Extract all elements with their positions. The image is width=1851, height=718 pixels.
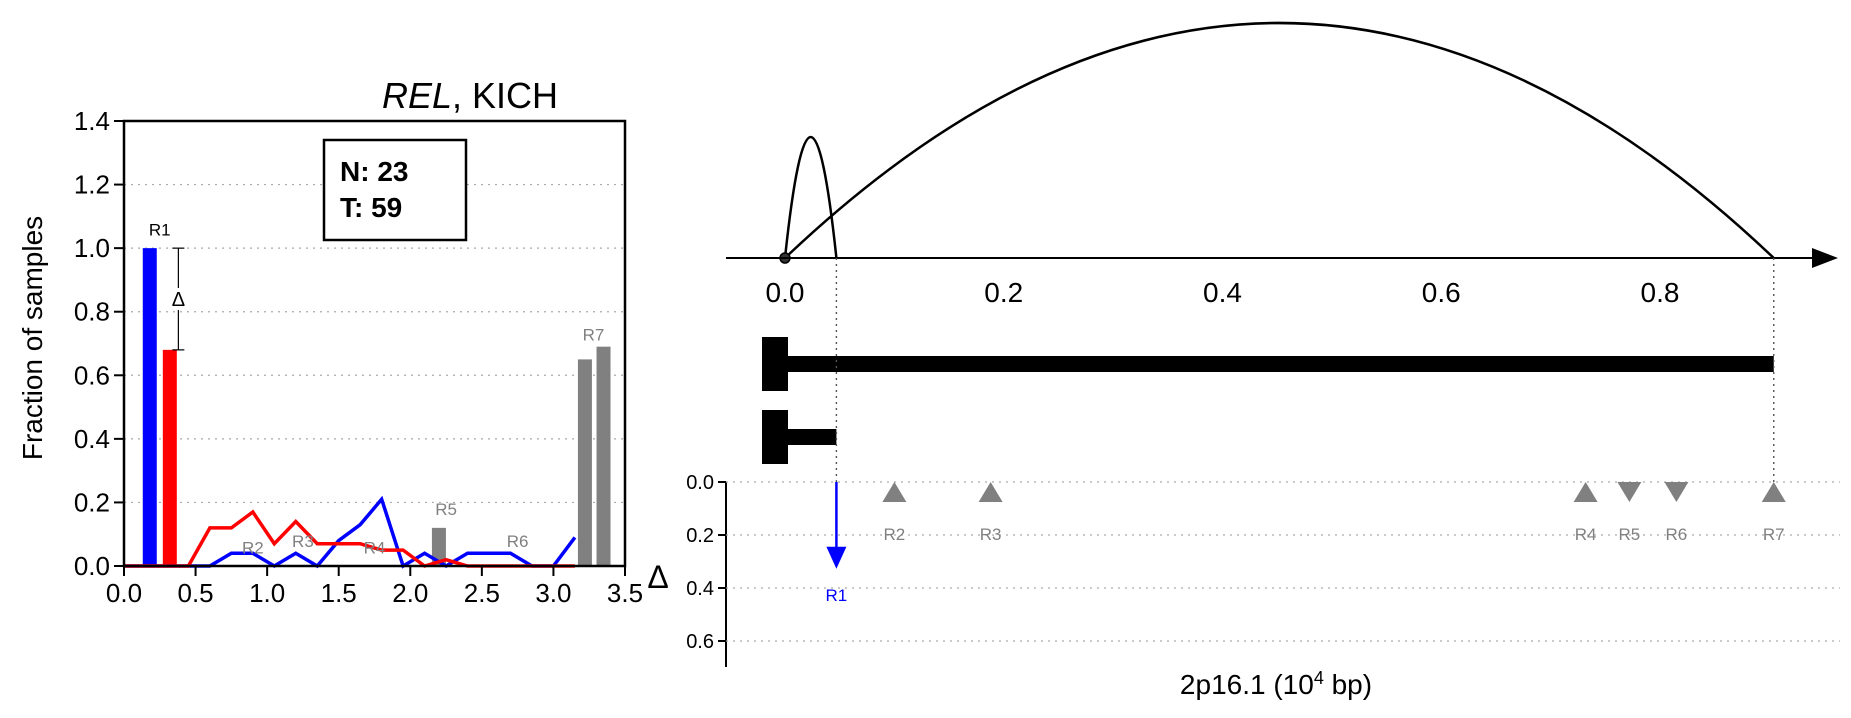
tumor-count: T: 59 xyxy=(340,192,402,223)
delta-tick-label: 0.0 xyxy=(686,472,714,494)
y-tick-label: 0.4 xyxy=(74,424,110,454)
region-marker xyxy=(882,482,907,502)
y-axis-label: Fraction of samples xyxy=(17,216,48,460)
delta-label-bg xyxy=(169,288,188,310)
normal-count: N: 23 xyxy=(340,156,408,187)
region-label: R4 xyxy=(364,538,386,557)
bar xyxy=(577,359,592,566)
genomic-tick-label: 0.8 xyxy=(1641,277,1680,308)
transcript-models xyxy=(762,337,1774,464)
genomic-ticks: 0.0 0.2 0.4 0.6 0.8 xyxy=(766,277,1680,308)
junction-arcs xyxy=(779,21,1775,264)
region-label: R4 xyxy=(1575,525,1597,544)
region-marker xyxy=(1573,482,1598,502)
transcript-body xyxy=(785,356,1774,372)
region-label: R5 xyxy=(1619,525,1641,544)
left-y-ticks: 0.0 0.2 0.4 0.6 0.8 1.0 1.2 1.4 xyxy=(74,106,124,581)
x-tick-label: 2.5 xyxy=(464,578,500,608)
transcript-start-block xyxy=(762,410,788,464)
junction-arc xyxy=(783,136,838,259)
y-tick-label: 0.8 xyxy=(74,297,110,327)
left-plot-frame xyxy=(122,119,627,568)
title-gene: REL xyxy=(382,75,452,116)
region-label: R1 xyxy=(149,220,171,239)
axis-arrowhead xyxy=(1812,248,1838,268)
genomic-tick-label: 0.0 xyxy=(766,277,805,308)
x-tick-label: 0.0 xyxy=(106,578,142,608)
right-gene-diagram: 0.0 0.2 0.4 0.6 0.8 0.0 0.2 0.4 0.6 R1 R2 R3 R4 R5 R6… xyxy=(647,21,1840,700)
left-x-ticks: 0.0 0.5 1.0 1.5 2.0 2.5 3.0 3.5 xyxy=(106,566,643,608)
region-arrow-head xyxy=(826,546,847,569)
x-tick-label: 3.5 xyxy=(607,578,643,608)
region-marker xyxy=(1664,482,1689,502)
genomic-x-label-exponent: 4 xyxy=(1314,668,1324,688)
region-label: R3 xyxy=(980,525,1002,544)
bar xyxy=(431,527,446,566)
region-label: R7 xyxy=(583,325,605,344)
x-tick-label: 1.0 xyxy=(249,578,285,608)
region-label: R6 xyxy=(1666,525,1688,544)
genomic-tick-label: 0.2 xyxy=(984,277,1023,308)
bar xyxy=(162,349,177,566)
y-tick-label: 1.0 xyxy=(74,233,110,263)
x-tick-label: 1.5 xyxy=(321,578,357,608)
transcript-start-block xyxy=(762,337,788,391)
region-marker xyxy=(978,482,1003,502)
delta-tick-label: 0.6 xyxy=(686,631,714,653)
genomic-x-label-base: 2p16.1 (10 xyxy=(1180,669,1314,700)
delta-tick-label: 0.2 xyxy=(686,525,714,547)
chart-title: REL, KICH xyxy=(382,75,558,116)
title-rest: , KICH xyxy=(452,75,558,116)
y-tick-label: 1.4 xyxy=(74,106,110,136)
region-label: R2 xyxy=(884,525,906,544)
region-label: R3 xyxy=(292,532,314,551)
genomic-tick-label: 0.4 xyxy=(1203,277,1242,308)
genomic-x-label: 2p16.1 (104 bp) xyxy=(1180,668,1372,700)
delta-tick-label: 0.4 xyxy=(686,578,714,600)
delta-axis-label: Δ xyxy=(647,559,668,595)
bar xyxy=(142,248,157,566)
genomic-tick-label: 0.6 xyxy=(1422,277,1461,308)
region-marker xyxy=(1761,482,1786,502)
region-label: R1 xyxy=(826,586,848,605)
delta-label: Δ xyxy=(172,289,185,311)
region-label: R2 xyxy=(242,538,264,557)
count-box-frame xyxy=(322,138,468,242)
junction-arc xyxy=(784,21,1775,259)
y-tick-label: 0.0 xyxy=(74,551,110,581)
y-tick-label: 0.2 xyxy=(74,487,110,517)
x-tick-label: 2.0 xyxy=(392,578,428,608)
transcript-body xyxy=(785,429,837,445)
y-tick-label: 0.6 xyxy=(74,360,110,390)
region-label: R7 xyxy=(1763,525,1785,544)
left-bar-chart: REL, KICH Fraction of samples R1 R2 R3 R4 R5… xyxy=(17,75,643,608)
left-plot-area: R1 R2 R3 R4 R5 R6 R7 Δ xyxy=(124,220,611,569)
sample-count-box: N: 23 T: 59 xyxy=(322,138,468,242)
x-tick-label: 0.5 xyxy=(177,578,213,608)
region-label: R5 xyxy=(435,500,457,519)
series-line-N xyxy=(124,495,577,569)
region-marker xyxy=(1617,482,1642,502)
x-tick-label: 3.0 xyxy=(535,578,571,608)
bar xyxy=(596,346,611,566)
y-tick-label: 1.2 xyxy=(74,170,110,200)
region-label: R6 xyxy=(507,532,529,551)
delta-panel: 0.0 0.2 0.4 0.6 R1 R2 R3 R4 R5 R6 R7 xyxy=(686,258,1840,667)
genomic-x-label-tail: bp) xyxy=(1324,669,1372,700)
